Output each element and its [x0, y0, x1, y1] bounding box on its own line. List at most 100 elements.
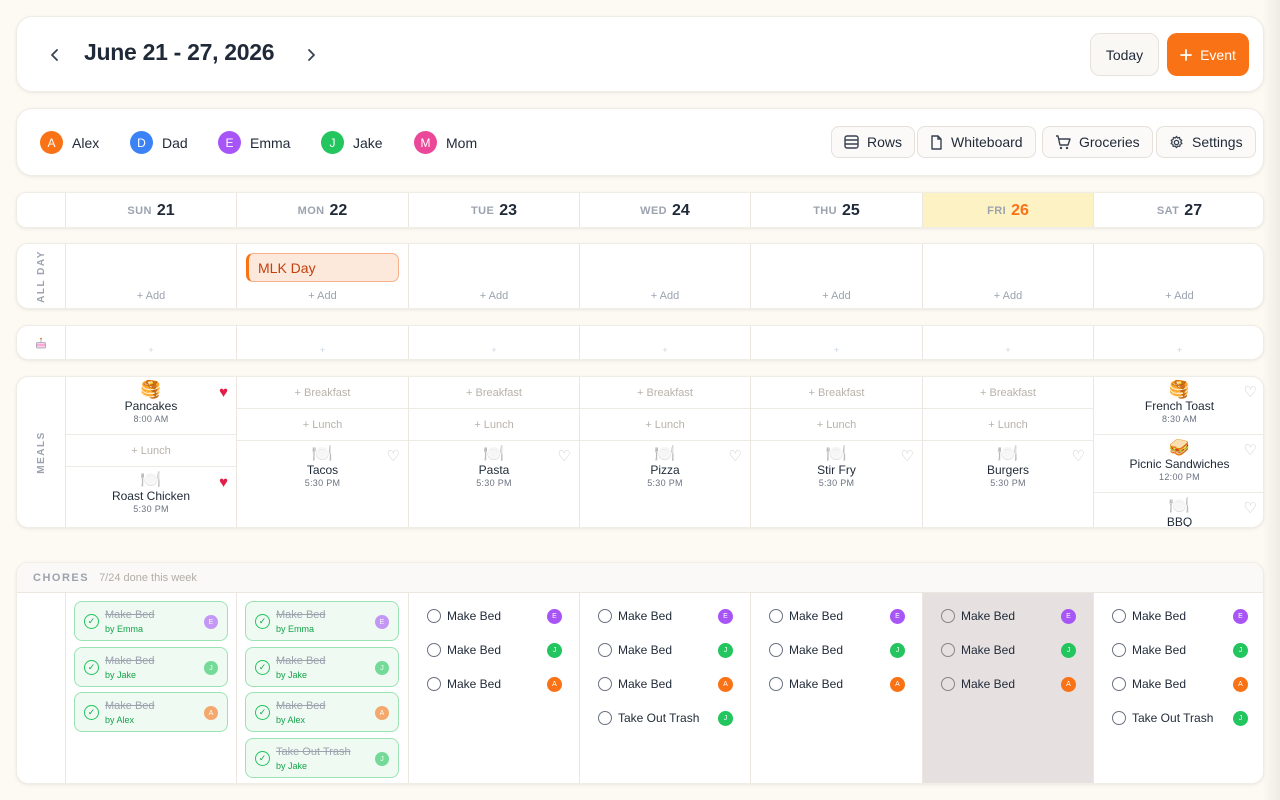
day-header-fri-today[interactable]: FRI 26	[922, 193, 1093, 227]
add-lunch-button[interactable]: + Lunch	[988, 418, 1028, 431]
day-header-tue[interactable]: TUE 23	[408, 193, 579, 227]
chore-done-item[interactable]: ✓ Make Bed by Emma E	[245, 601, 399, 641]
member-jake[interactable]: J Jake	[321, 131, 383, 154]
heart-icon[interactable]: ♡	[1243, 442, 1257, 459]
check-circle-icon[interactable]: ✓	[255, 705, 270, 720]
checkbox-circle-icon[interactable]	[1112, 643, 1126, 657]
add-breakfast-button[interactable]: + Breakfast	[466, 386, 522, 399]
add-all-day-button[interactable]: + Add	[1165, 290, 1194, 302]
meal-lunch-tue[interactable]: + Lunch	[409, 409, 579, 441]
add-all-day-button[interactable]: + Add	[308, 290, 337, 302]
birthday-cell-mon[interactable]: +	[236, 326, 408, 359]
check-circle-icon[interactable]: ✓	[255, 660, 270, 675]
member-emma[interactable]: E Emma	[218, 131, 290, 154]
checkbox-circle-icon[interactable]	[769, 609, 783, 623]
checkbox-circle-icon[interactable]	[598, 609, 612, 623]
add-all-day-button[interactable]: + Add	[993, 290, 1023, 302]
day-header-sat[interactable]: SAT 27	[1093, 193, 1263, 227]
chore-item[interactable]: Make Bed J	[580, 641, 750, 661]
add-breakfast-button[interactable]: + Breakfast	[294, 386, 351, 399]
rows-button[interactable]: Rows	[831, 126, 916, 158]
checkbox-circle-icon[interactable]	[769, 643, 783, 657]
checkbox-circle-icon[interactable]	[1112, 677, 1126, 691]
checkbox-circle-icon[interactable]	[941, 609, 955, 623]
meal-breakfast-tue[interactable]: + Breakfast	[409, 377, 579, 409]
check-circle-icon[interactable]: ✓	[255, 751, 270, 766]
checkbox-circle-icon[interactable]	[941, 677, 955, 691]
add-birthday-plus-icon[interactable]: +	[148, 345, 154, 355]
check-circle-icon[interactable]: ✓	[255, 614, 270, 629]
add-lunch-button[interactable]: + Lunch	[131, 444, 171, 457]
chore-done-item[interactable]: ✓ Make Bed by Alex A	[245, 692, 399, 732]
birthday-cell-thu[interactable]: +	[750, 326, 922, 359]
meal-lunch-wed[interactable]: + Lunch	[580, 409, 750, 441]
chore-item[interactable]: Make Bed A	[580, 675, 750, 695]
checkbox-circle-icon[interactable]	[598, 677, 612, 691]
check-circle-icon[interactable]: ✓	[84, 614, 99, 629]
member-mom[interactable]: M Mom	[414, 131, 477, 154]
add-breakfast-button[interactable]: + Breakfast	[808, 386, 865, 399]
checkbox-circle-icon[interactable]	[1112, 609, 1126, 623]
all-day-cell-mon[interactable]: MLK Day + Add	[236, 244, 408, 308]
next-week-button[interactable]	[301, 45, 321, 65]
meal-dinner-sun[interactable]: 🍽️ Roast Chicken 5:30 PM ♥	[66, 467, 236, 527]
chore-item[interactable]: Make Bed E	[923, 607, 1093, 627]
birthday-cell-sun[interactable]: +	[65, 326, 236, 359]
chore-item[interactable]: Make Bed A	[409, 675, 579, 695]
meal-lunch-fri[interactable]: + Lunch	[923, 409, 1093, 441]
chore-item[interactable]: Make Bed A	[1094, 675, 1263, 695]
heart-icon[interactable]: ♡	[900, 448, 914, 465]
checkbox-circle-icon[interactable]	[769, 677, 783, 691]
chore-item[interactable]: Make Bed E	[409, 607, 579, 627]
meal-breakfast-sat[interactable]: 🥞 French Toast 8:30 AM ♡	[1094, 377, 1263, 435]
checkbox-circle-icon[interactable]	[427, 677, 441, 691]
checkbox-circle-icon[interactable]	[941, 643, 955, 657]
check-circle-icon[interactable]: ✓	[84, 660, 99, 675]
meal-breakfast-mon[interactable]: + Breakfast	[237, 377, 408, 409]
meal-lunch-mon[interactable]: + Lunch	[237, 409, 408, 441]
meal-breakfast-wed[interactable]: + Breakfast	[580, 377, 750, 409]
checkbox-circle-icon[interactable]	[598, 643, 612, 657]
add-breakfast-button[interactable]: + Breakfast	[980, 386, 1036, 399]
chore-item[interactable]: Make Bed J	[409, 641, 579, 661]
meal-dinner-sat[interactable]: 🍽️ BBQ ♡	[1094, 493, 1263, 528]
day-header-mon[interactable]: MON 22	[236, 193, 408, 227]
chore-done-item[interactable]: ✓ Make Bed by Jake J	[245, 647, 399, 687]
all-day-cell-tue[interactable]: + Add	[408, 244, 579, 308]
chore-item[interactable]: Make Bed A	[923, 675, 1093, 695]
chore-item[interactable]: Make Bed A	[751, 675, 922, 695]
checkbox-circle-icon[interactable]	[598, 711, 612, 725]
heart-icon[interactable]: ♥	[219, 384, 228, 401]
heart-icon[interactable]: ♡	[557, 448, 571, 465]
chore-item[interactable]: Make Bed E	[580, 607, 750, 627]
chore-done-item[interactable]: ✓ Make Bed by Emma E	[74, 601, 228, 641]
add-all-day-button[interactable]: + Add	[650, 290, 680, 302]
heart-icon[interactable]: ♡	[386, 448, 400, 465]
heart-icon[interactable]: ♡	[1243, 384, 1257, 401]
chore-done-item[interactable]: ✓ Take Out Trash by Jake J	[245, 738, 399, 778]
heart-icon[interactable]: ♥	[219, 474, 228, 491]
checkbox-circle-icon[interactable]	[427, 643, 441, 657]
add-birthday-plus-icon[interactable]: +	[1176, 345, 1183, 355]
chore-item[interactable]: Take Out Trash J	[580, 709, 750, 729]
meal-lunch-sat[interactable]: 🥪 Picnic Sandwiches 12:00 PM ♡	[1094, 435, 1263, 493]
meal-dinner-thu[interactable]: 🍽️ Stir Fry 5:30 PM ♡	[751, 441, 922, 527]
add-breakfast-button[interactable]: + Breakfast	[637, 386, 693, 399]
prev-week-button[interactable]	[45, 45, 65, 65]
whiteboard-button[interactable]: Whiteboard	[917, 126, 1036, 158]
all-day-cell-fri[interactable]: + Add	[922, 244, 1093, 308]
add-event-button[interactable]: Event	[1167, 33, 1249, 76]
all-day-cell-thu[interactable]: + Add	[750, 244, 922, 308]
checkbox-circle-icon[interactable]	[1112, 711, 1126, 725]
groceries-button[interactable]: Groceries	[1042, 126, 1153, 158]
add-all-day-button[interactable]: + Add	[479, 290, 509, 302]
meal-lunch-thu[interactable]: + Lunch	[751, 409, 922, 441]
meal-dinner-wed[interactable]: 🍽️ Pizza 5:30 PM ♡	[580, 441, 750, 527]
day-header-thu[interactable]: THU 25	[750, 193, 922, 227]
birthday-cell-fri[interactable]: +	[922, 326, 1093, 359]
birthday-cell-tue[interactable]: +	[408, 326, 579, 359]
chore-item[interactable]: Make Bed J	[923, 641, 1093, 661]
add-lunch-button[interactable]: + Lunch	[816, 418, 857, 431]
heart-icon[interactable]: ♡	[1243, 500, 1257, 517]
birthday-cell-wed[interactable]: +	[579, 326, 750, 359]
